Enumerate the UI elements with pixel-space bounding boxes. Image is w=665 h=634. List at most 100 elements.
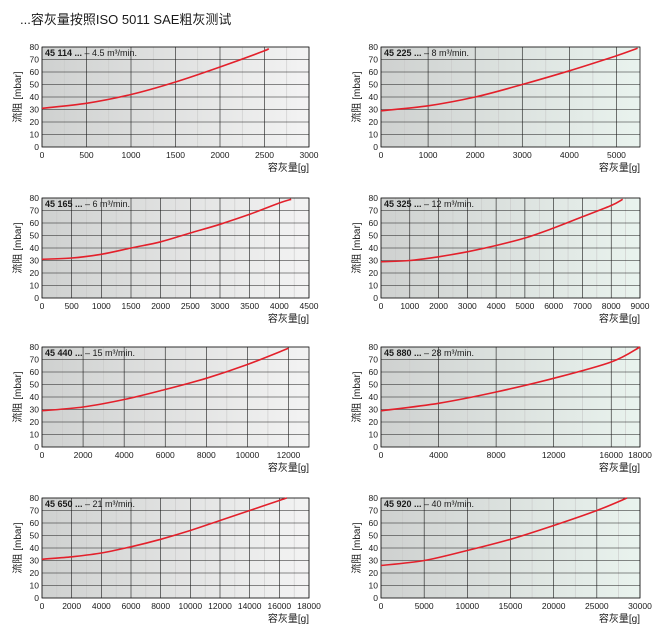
chart-7-x-tick-label: 16000 — [268, 601, 292, 611]
chart-4-xlabel: 容灰量[g] — [599, 312, 640, 325]
chart-7-x-tick-label: 2000 — [62, 601, 81, 611]
chart-6-x-tick-label: 8000 — [487, 450, 506, 460]
chart-5-y-tick-label: 20 — [30, 417, 40, 427]
chart-2-x-tick-label: 4000 — [560, 150, 579, 160]
chart-7-y-tick-label: 20 — [30, 568, 40, 578]
chart-7-flow: – 21 m³/min. — [85, 499, 135, 509]
chart-8-x-tick-label: 0 — [379, 601, 384, 611]
chart-2-x-tick-label: 0 — [379, 150, 384, 160]
chart-8-ylabel: 流阻 [mbar] — [350, 522, 363, 573]
chart-5-y-tick-label: 30 — [30, 405, 40, 415]
chart-8-y-tick-label: 0 — [373, 593, 378, 603]
chart-8-y-tick-label: 20 — [369, 568, 379, 578]
chart-3-y-tick-label: 80 — [30, 193, 40, 203]
chart-3-x-tick-label: 4500 — [300, 301, 319, 311]
chart-4-y-tick-label: 40 — [369, 243, 379, 253]
chart-3-flow: – 6 m³/min. — [85, 199, 130, 209]
chart-3-y-tick-label: 70 — [30, 206, 40, 216]
chart-1-ylabel: 流阻 [mbar] — [11, 71, 24, 122]
chart-8-frame — [380, 497, 641, 599]
chart-1-x-tick-label: 1000 — [122, 150, 141, 160]
chart-1-x-tick-label: 1500 — [166, 150, 185, 160]
chart-7-x-tick-label: 0 — [40, 601, 45, 611]
chart-5-y-tick-label: 60 — [30, 367, 40, 377]
chart-4-ylabel: 流阻 [mbar] — [350, 222, 363, 273]
chart-6-frame — [380, 346, 641, 448]
chart-4-y-tick-label: 50 — [369, 231, 379, 241]
chart-8-x-tick-label: 5000 — [415, 601, 434, 611]
chart-2-xlabel: 容灰量[g] — [599, 161, 640, 174]
chart-6-ylabel: 流阻 [mbar] — [350, 371, 363, 422]
chart-1-y-tick-label: 70 — [30, 55, 40, 65]
chart-2-x-tick-label: 3000 — [513, 150, 532, 160]
chart-5-xlabel: 容灰量[g] — [268, 461, 309, 474]
chart-1-series-line — [41, 48, 270, 110]
chart-3-x-tick-label: 3500 — [240, 301, 259, 311]
chart-3-frame — [41, 197, 310, 299]
chart-3-ylabel: 流阻 [mbar] — [11, 222, 24, 273]
chart-7-frame — [41, 497, 310, 599]
chart-6-y-tick-label: 20 — [369, 417, 379, 427]
chart-3-series-line — [41, 198, 292, 261]
chart-3-x-tick-label: 4000 — [270, 301, 289, 311]
chart-1-y-tick-label: 80 — [30, 42, 40, 52]
chart-7-y-tick-label: 70 — [30, 506, 40, 516]
chart-7-title: 45 650 ... – 21 m³/min. — [45, 499, 135, 509]
chart-2-ylabel: 流阻 [mbar] — [350, 71, 363, 122]
chart-3-y-tick-label: 10 — [30, 281, 40, 291]
chart-6-title: 45 880 ... – 28 m³/min. — [384, 348, 474, 358]
chart-5-y-tick-label: 0 — [34, 442, 39, 452]
chart-2-frame — [380, 46, 641, 148]
chart-2-y-tick-label: 10 — [369, 130, 379, 140]
chart-4-x-tick-label: 1000 — [400, 301, 419, 311]
chart-1-y-tick-label: 10 — [30, 130, 40, 140]
chart-8-y-tick-label: 30 — [369, 556, 379, 566]
chart-4-series-line — [380, 198, 624, 263]
chart-3-x-tick-label: 2500 — [181, 301, 200, 311]
chart-3-y-tick-label: 0 — [34, 293, 39, 303]
chart-1-flow: – 4.5 m³/min. — [85, 48, 138, 58]
chart-5-x-tick-label: 2000 — [74, 450, 93, 460]
chart-3-xlabel: 容灰量[g] — [268, 312, 309, 325]
chart-1-y-tick-label: 40 — [30, 92, 40, 102]
chart-4-x-tick-label: 5000 — [515, 301, 534, 311]
chart-6-x-tick-label: 4000 — [429, 450, 448, 460]
chart-4-x-tick-label: 0 — [379, 301, 384, 311]
chart-5-x-tick-label: 12000 — [277, 450, 301, 460]
chart-2-flow: – 8 m³/min. — [424, 48, 469, 58]
chart-6-x-tick-label: 12000 — [542, 450, 566, 460]
chart-6-y-tick-label: 40 — [369, 392, 379, 402]
chart-1-x-tick-label: 0 — [40, 150, 45, 160]
chart-2-y-tick-label: 50 — [369, 80, 379, 90]
chart-2-y-tick-label: 0 — [373, 142, 378, 152]
chart-2-y-tick-label: 30 — [369, 105, 379, 115]
chart-5-model: 45 440 ... — [45, 348, 85, 358]
chart-4-y-tick-label: 70 — [369, 206, 379, 216]
chart-8-x-tick-label: 15000 — [499, 601, 523, 611]
chart-4-x-tick-label: 3000 — [458, 301, 477, 311]
chart-8-title: 45 920 ... – 40 m³/min. — [384, 499, 474, 509]
chart-8-x-tick-label: 10000 — [456, 601, 480, 611]
chart-5-ylabel: 流阻 [mbar] — [11, 371, 24, 422]
chart-7-series-line — [41, 497, 288, 561]
chart-5-frame — [41, 346, 310, 448]
chart-8-y-tick-label: 60 — [369, 518, 379, 528]
chart-2-x-tick-label: 5000 — [607, 150, 626, 160]
chart-4-model: 45 325 ... — [384, 199, 424, 209]
chart-4-y-tick-label: 60 — [369, 218, 379, 228]
chart-4-flow: – 12 m³/min. — [424, 199, 474, 209]
chart-5-x-tick-label: 8000 — [197, 450, 216, 460]
chart-1-y-tick-label: 60 — [30, 67, 40, 77]
chart-1-y-tick-label: 30 — [30, 105, 40, 115]
chart-5-y-tick-label: 40 — [30, 392, 40, 402]
chart-7-xlabel: 容灰量[g] — [268, 612, 309, 625]
chart-2-y-tick-label: 40 — [369, 92, 379, 102]
chart-6-y-tick-label: 30 — [369, 405, 379, 415]
chart-1-model: 45 114 ... — [45, 48, 85, 58]
chart-6-y-tick-label: 50 — [369, 380, 379, 390]
chart-3-x-tick-label: 3000 — [211, 301, 230, 311]
